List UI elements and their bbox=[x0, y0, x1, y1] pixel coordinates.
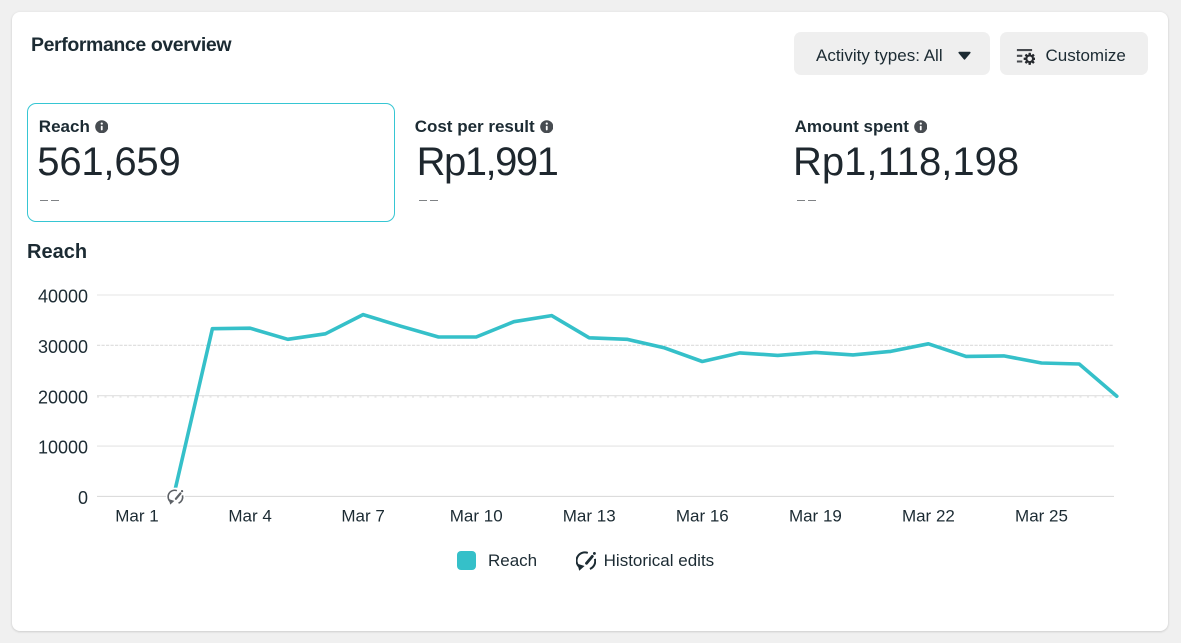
svg-text:Mar 1: Mar 1 bbox=[115, 506, 158, 525]
svg-text:0: 0 bbox=[78, 488, 88, 508]
svg-text:30000: 30000 bbox=[38, 337, 88, 357]
svg-text:Mar 25: Mar 25 bbox=[1015, 506, 1068, 525]
svg-text:20000: 20000 bbox=[38, 387, 88, 407]
svg-text:Mar 22: Mar 22 bbox=[902, 506, 955, 525]
svg-text:Mar 4: Mar 4 bbox=[228, 506, 271, 525]
svg-text:10000: 10000 bbox=[38, 438, 88, 458]
svg-text:Mar 19: Mar 19 bbox=[789, 506, 842, 525]
svg-text:Mar 7: Mar 7 bbox=[341, 506, 384, 525]
svg-text:Mar 10: Mar 10 bbox=[450, 506, 503, 525]
svg-text:Mar 16: Mar 16 bbox=[676, 506, 729, 525]
svg-text:40000: 40000 bbox=[38, 287, 88, 307]
svg-text:Mar 13: Mar 13 bbox=[563, 506, 616, 525]
